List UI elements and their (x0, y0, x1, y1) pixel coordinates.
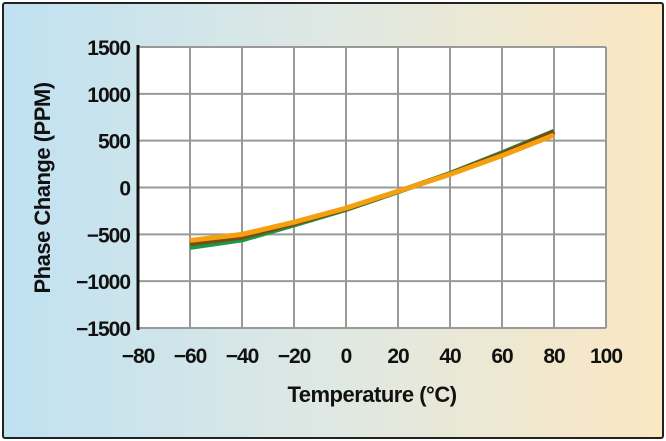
x-tick-label: 80 (543, 345, 565, 368)
x-axis-label: Temperature (°C) (287, 382, 456, 407)
y-tick-label: −1500 (76, 318, 130, 341)
y-axis-label: Phase Change (PPM) (30, 82, 55, 293)
y-tick-label: −1000 (76, 271, 130, 294)
y-tick-label: 500 (98, 131, 130, 154)
series-line-orange (189, 132, 555, 243)
x-tick-label: −80 (122, 345, 155, 368)
x-tick-label: 20 (387, 345, 409, 368)
y-tick-label: 1500 (87, 37, 130, 60)
x-tick-label: −20 (278, 345, 311, 368)
x-tick-label: −40 (226, 345, 259, 368)
x-tick-label: −60 (174, 345, 207, 368)
y-tick-label: 1000 (87, 84, 130, 107)
x-tick-label: 100 (590, 345, 622, 368)
y-tick-label: −500 (87, 224, 131, 247)
x-tick-label: 60 (491, 345, 513, 368)
x-tick-label: 0 (341, 345, 352, 368)
x-tick-label: 40 (439, 345, 461, 368)
y-tick-label: 0 (119, 178, 130, 201)
